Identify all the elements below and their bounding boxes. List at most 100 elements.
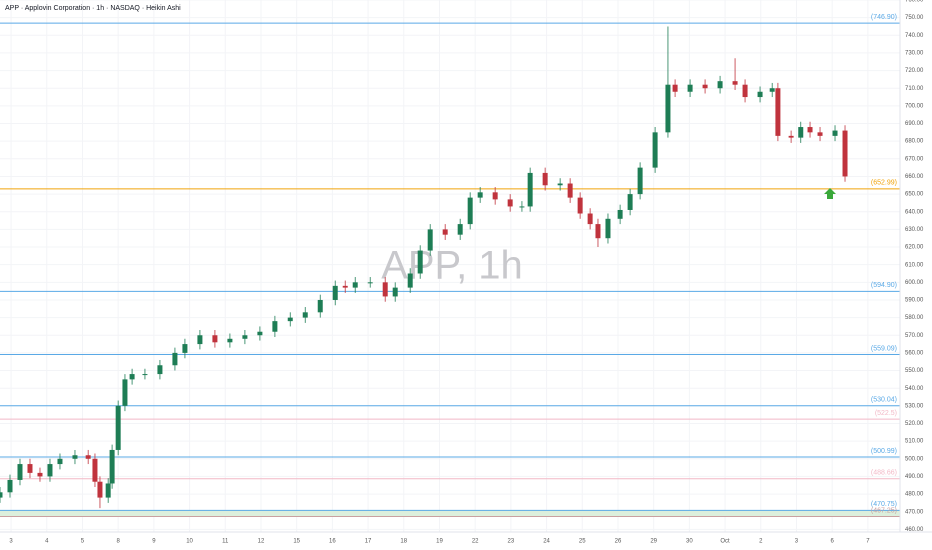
x-tick-label: 30 (686, 539, 693, 545)
candle-body (257, 331, 263, 336)
x-tick-label: 18 (400, 539, 407, 545)
y-tick-label: 710.00 (905, 86, 924, 92)
grid (0, 0, 900, 532)
x-tick-label: 7 (866, 539, 870, 545)
candle-body (129, 374, 135, 380)
y-tick-label: 590.00 (905, 298, 924, 304)
x-tick-label: 9 (152, 539, 156, 545)
candle-body (92, 458, 98, 482)
candle-body (757, 91, 763, 98)
x-tick-label: 8 (116, 539, 120, 545)
y-tick-label: 640.00 (905, 209, 924, 215)
x-tick-label: 3 (9, 539, 13, 545)
candle-body (427, 229, 433, 251)
candle-body (97, 481, 103, 498)
x-tick-label: 24 (543, 539, 550, 545)
candle-body (182, 344, 188, 353)
x-tick-label: 17 (365, 539, 372, 545)
candle-body (442, 229, 448, 235)
watermark: APP, 1h (381, 244, 523, 288)
level-label: (746.90) (871, 14, 897, 21)
x-tick-label: 6 (830, 539, 834, 545)
candle-body (342, 285, 348, 288)
candle-body (105, 483, 111, 498)
x-tick-label: 22 (472, 539, 479, 545)
candle-body (807, 127, 813, 133)
candle-body (17, 464, 23, 480)
candle-body (672, 84, 678, 92)
candle-body (507, 199, 513, 207)
candle-body (467, 197, 473, 225)
candle-body (557, 183, 563, 186)
candle-body (47, 464, 53, 477)
x-tick-label: 16 (329, 539, 336, 545)
y-tick-label: 470.00 (905, 509, 924, 515)
candle-body (457, 224, 463, 235)
candle-body (652, 132, 658, 168)
level-label: (594.90) (871, 282, 897, 289)
candle-body (172, 352, 178, 366)
candle-body (519, 206, 525, 208)
candle-body (542, 172, 548, 186)
candle-body (817, 132, 823, 136)
y-tick-label: 530.00 (905, 403, 924, 409)
y-tick-label: 720.00 (905, 68, 924, 74)
y-tick-label: 520.00 (905, 421, 924, 427)
x-tick-label: 19 (436, 539, 443, 545)
zone (0, 510, 900, 517)
y-tick-label: 690.00 (905, 121, 924, 127)
y-tick-label: 760.00 (905, 0, 924, 4)
candle-body (142, 374, 148, 376)
candle-body (627, 194, 633, 210)
candle-body (242, 335, 248, 339)
y-tick-label: 670.00 (905, 156, 924, 162)
y-tick-label: 580.00 (905, 315, 924, 321)
y-tick-label: 660.00 (905, 174, 924, 180)
y-tick-label: 700.00 (905, 103, 924, 109)
level-label: (559.09) (871, 345, 897, 352)
candle-body (72, 455, 78, 459)
y-tick-label: 570.00 (905, 333, 924, 339)
candle-body (567, 183, 573, 198)
level-label: (488.66) (871, 470, 897, 477)
x-tick-label: 12 (258, 539, 265, 545)
x-tick-label: Oct (720, 539, 730, 545)
x-tick-label: 23 (508, 539, 515, 545)
candle-body (732, 81, 738, 85)
candle-body (605, 218, 611, 239)
x-tick-label: 15 (293, 539, 300, 545)
candle-body (367, 282, 373, 284)
candle-body (212, 335, 218, 343)
y-tick-label: 750.00 (905, 15, 924, 21)
level-label: (470.75) (871, 501, 897, 508)
candle-body (577, 197, 583, 214)
candle-body (392, 287, 398, 297)
y-tick-label: 510.00 (905, 439, 924, 445)
y-tick-label: 630.00 (905, 227, 924, 233)
y-tick-label: 480.00 (905, 492, 924, 498)
x-tick-label: 3 (795, 539, 799, 545)
candle-body (197, 335, 203, 345)
candle-body (617, 209, 623, 219)
y-tick-label: 550.00 (905, 368, 924, 374)
candle-body (417, 250, 423, 274)
candle-body (742, 84, 748, 98)
x-tick-label: 5 (81, 539, 85, 545)
y-tick-label: 650.00 (905, 192, 924, 198)
candle-body (769, 88, 775, 92)
y-tick-label: 620.00 (905, 245, 924, 251)
chart-title: APP · Applovin Corporation · 1h · NASDAQ… (5, 5, 181, 12)
candle-body (122, 379, 128, 406)
y-tick-label: 680.00 (905, 139, 924, 145)
candle-body (595, 224, 601, 239)
candle-body (587, 213, 593, 225)
y-tick-label: 560.00 (905, 350, 924, 356)
candle-body (775, 88, 781, 136)
signal-arrow (824, 188, 836, 199)
candle-body (317, 299, 323, 313)
candle-body (85, 455, 91, 459)
x-tick-label: 2 (759, 539, 763, 545)
candle-body (477, 192, 483, 198)
candle-body (665, 84, 671, 133)
